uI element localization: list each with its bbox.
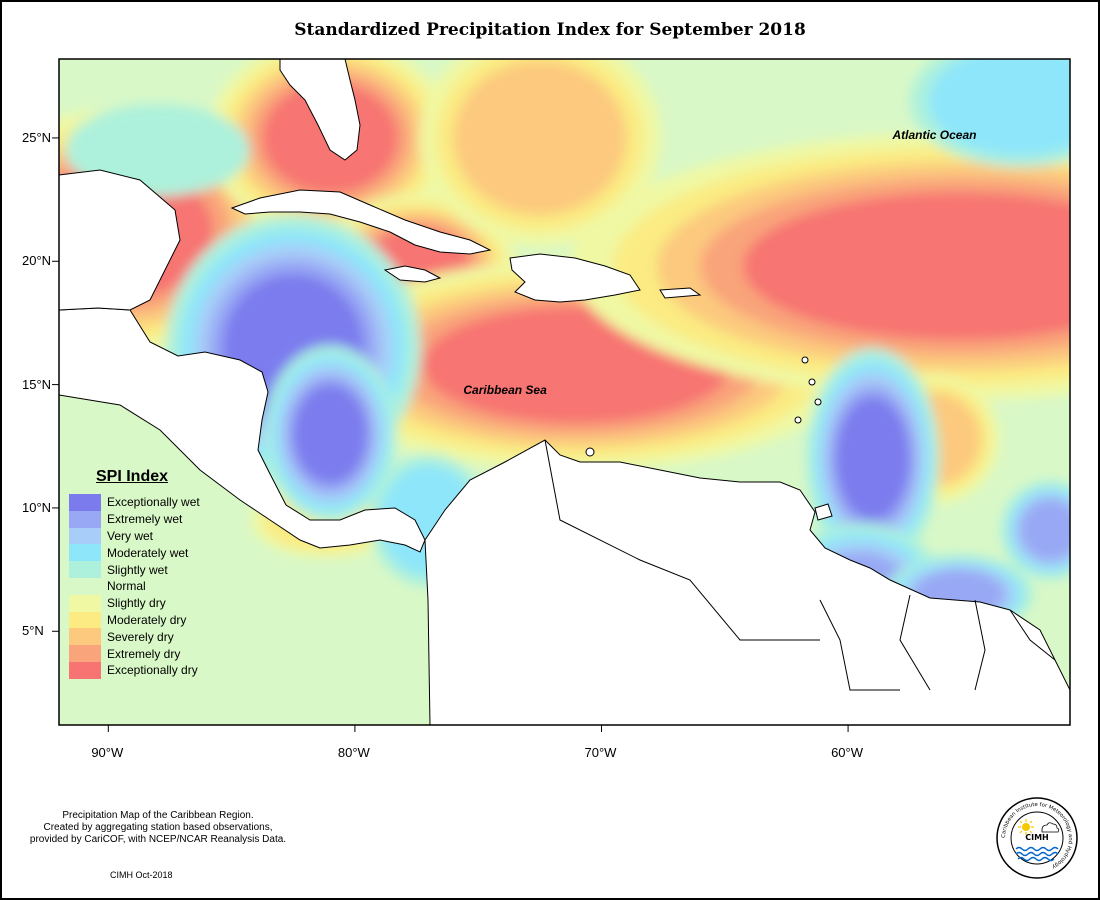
logo-text: CIMH: [1025, 833, 1049, 842]
legend-item: Extremely wet: [69, 510, 200, 528]
land-cuba: [230, 189, 492, 255]
land-island: [814, 398, 822, 406]
map-title: Standardized Precipitation Index for Sep…: [294, 20, 806, 40]
legend-swatch: [69, 494, 101, 511]
border-colombia-venezuela: [544, 439, 820, 641]
legend-swatch: [69, 544, 101, 562]
legend-item: Very wet: [69, 527, 200, 545]
legend-item: Extremely dry: [69, 645, 200, 662]
credit-line: provided by CariCOF, with NCEP/NCAR Rean…: [29, 834, 287, 845]
map-border: [58, 58, 1071, 726]
credit-text: Precipitation Map of the Caribbean Regio…: [8, 810, 308, 846]
land-island: [794, 416, 802, 424]
legend-label: Exceptionally wet: [107, 495, 200, 510]
x-tick-label: 70°W: [584, 745, 617, 760]
legend-swatch: [69, 527, 101, 545]
land-central-america: [59, 307, 426, 553]
spi-anomaly: [743, 192, 1070, 341]
legend-title: SPI Index: [96, 468, 169, 485]
legend-swatch: [69, 628, 101, 646]
credit-footer: CIMH Oct-2018: [110, 870, 173, 880]
legend-swatch: [69, 594, 101, 612]
legend-label: Moderately dry: [107, 612, 187, 627]
legend-swatch: [69, 510, 101, 528]
y-tick-label: 10°N: [22, 499, 52, 515]
spi-anomaly: [1019, 499, 1070, 561]
spi-anomaly: [453, 60, 627, 216]
border-guiana-brazil: [1009, 609, 1056, 661]
legend-swatch: [69, 661, 101, 679]
credit-line: Created by aggregating station based obs…: [43, 822, 273, 833]
legend: Exceptionally wet Extremely wet Very wet Mo…: [69, 494, 200, 679]
legend-label: Exceptionally dry: [107, 663, 198, 678]
legend-swatch: [69, 577, 101, 595]
spi-anomaly: [293, 384, 368, 484]
legend-label: Slightly wet: [107, 562, 168, 577]
legend-swatch: [69, 561, 101, 578]
y-tick-label: 25°N: [22, 129, 52, 145]
legend-item: Exceptionally dry: [69, 661, 200, 679]
map-label: Caribbean Sea: [463, 382, 547, 397]
legend-item: Slightly dry: [69, 594, 200, 612]
cloud-icon: [1041, 822, 1060, 833]
credit-line: Precipitation Map of the Caribbean Regio…: [62, 810, 254, 821]
legend-item: Normal: [69, 577, 200, 595]
land-island: [585, 447, 595, 457]
x-tick-label: 80°W: [337, 745, 370, 760]
country-borders: [544, 439, 1056, 691]
legend-item: Moderately dry: [69, 611, 200, 629]
land-trinidad: [814, 503, 833, 521]
legend-item: Exceptionally wet: [69, 494, 200, 511]
map-label: Atlantic Ocean: [892, 128, 977, 143]
border-guyana-suriname: [899, 594, 931, 691]
legend-label: Very wet: [107, 528, 154, 543]
land-island: [801, 356, 809, 364]
legend-label: Slightly dry: [107, 596, 166, 611]
legend-label: Extremely wet: [107, 512, 183, 527]
sun-icon: [1018, 819, 1034, 835]
land-island: [808, 378, 816, 386]
legend-item: Severely dry: [69, 628, 200, 646]
legend-label: Extremely dry: [107, 646, 181, 661]
legend-label: Moderately wet: [107, 545, 189, 560]
legend-swatch: [69, 611, 101, 629]
axis-ticks: [52, 137, 849, 732]
border-venezuela-guyana: [819, 599, 900, 691]
land-jamaica: [383, 265, 442, 283]
cimh-logo: Caribbean Institute for Meteorology and …: [996, 797, 1078, 879]
y-tick-label: 5°N: [22, 623, 44, 639]
border-suriname-guiana: [974, 599, 986, 691]
spi-anomaly: [928, 59, 1070, 157]
land-yucatan: [59, 169, 181, 311]
legend-swatch: [69, 645, 101, 662]
legend-item: Moderately wet: [69, 544, 200, 562]
waves-icon: [1015, 846, 1059, 862]
land-puerto-rico: [659, 287, 702, 299]
legend-label: Severely dry: [107, 629, 174, 644]
land-hispaniola: [509, 253, 641, 303]
legend-item: Slightly wet: [69, 561, 200, 578]
x-tick-label: 90°W: [91, 745, 124, 760]
y-tick-label: 15°N: [22, 376, 52, 392]
spi-anomaly: [835, 396, 910, 521]
x-tick-label: 60°W: [831, 745, 863, 760]
y-tick-label: 20°N: [22, 253, 52, 269]
land-florida: [279, 59, 361, 161]
legend-label: Normal: [107, 579, 146, 594]
